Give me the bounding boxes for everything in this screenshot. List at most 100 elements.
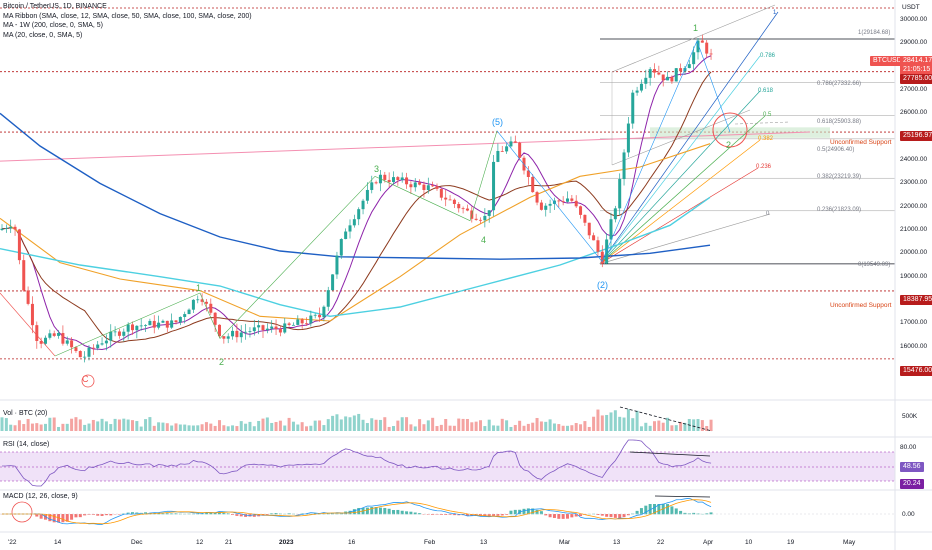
volume-bar <box>644 422 648 431</box>
ma-200-line <box>0 196 711 318</box>
candle-body <box>579 206 583 215</box>
candle-body <box>392 177 395 183</box>
volume-bar <box>291 421 295 431</box>
candle-body <box>609 219 613 240</box>
time-tick: May <box>843 539 856 546</box>
volume-bar <box>557 424 561 431</box>
volume-bar <box>674 425 678 431</box>
candle-body <box>200 299 204 302</box>
candle-body <box>426 185 430 190</box>
volume-bar <box>609 412 613 431</box>
volume-bar <box>596 409 600 431</box>
candle-body <box>239 332 243 338</box>
volume-bar <box>639 426 643 431</box>
candle-body <box>278 329 282 333</box>
volume-bar <box>39 424 43 431</box>
volume-bar <box>191 425 195 431</box>
fib-label-786: 0.786(27332.66) <box>817 81 862 87</box>
candle-body <box>283 323 287 333</box>
macd-circle <box>11 501 33 523</box>
candle-body <box>348 225 352 232</box>
volume-bar <box>522 425 526 431</box>
wave-c-circle <box>81 374 95 388</box>
volume-bar <box>231 425 235 431</box>
fib-fan-line <box>599 213 771 265</box>
volume-bar <box>513 424 517 431</box>
candle-body <box>78 351 82 358</box>
volume-bar <box>283 425 287 431</box>
macd-histogram-bar <box>39 514 43 519</box>
macd-histogram-bar <box>117 514 121 515</box>
volume-bar <box>400 417 404 431</box>
rsi-tick: 80.00 <box>900 444 917 451</box>
macd-histogram-bar <box>465 514 469 516</box>
fib-fan-lines <box>599 4 791 265</box>
fan-label-0: 0 <box>766 211 770 217</box>
macd-histogram-bar <box>639 508 643 515</box>
macd-histogram-bar <box>531 508 535 515</box>
volume-bar <box>661 422 665 431</box>
macd-histogram-bar <box>492 514 496 516</box>
ma-12-line <box>1 55 712 350</box>
wave-label-ii: (2) <box>597 280 608 290</box>
candle-body <box>592 235 596 241</box>
fib-fan-line <box>599 11 779 265</box>
volume-bar <box>35 423 39 431</box>
macd-histogram-bar <box>574 514 578 517</box>
candle-body <box>344 231 348 240</box>
volume-bar <box>200 424 204 431</box>
volume-bar <box>309 425 313 431</box>
macd-histogram-bar <box>439 514 443 515</box>
macd-histogram-bar <box>222 512 226 515</box>
candle-body <box>631 92 635 124</box>
volume-bar <box>344 416 348 431</box>
macd-histogram-bar <box>165 513 169 515</box>
macd-histogram-bar <box>144 512 148 515</box>
candle-body <box>474 218 478 220</box>
volume-bar <box>296 424 300 431</box>
volume-bar <box>305 426 308 431</box>
candle-body <box>231 330 235 337</box>
candle-body <box>409 184 413 188</box>
volume-bar <box>135 421 139 431</box>
candle-body <box>265 328 269 331</box>
candle-body <box>83 356 87 358</box>
macd-histogram-bar <box>209 512 213 515</box>
volume-bar <box>709 419 713 431</box>
candle-body <box>574 200 578 207</box>
volume-bar <box>131 420 134 431</box>
wave-path-blue <box>496 40 731 263</box>
volume-bar <box>461 418 465 431</box>
candle-body <box>661 74 665 81</box>
wave-label-4: 4 <box>481 235 487 245</box>
candle-body <box>157 322 161 328</box>
macd-histogram-bar <box>666 504 670 515</box>
macd-histogram-bar <box>557 514 561 519</box>
rsi-trend <box>629 451 711 457</box>
macd-histogram-bar <box>109 514 113 516</box>
volume-bar <box>161 422 165 431</box>
macd-histogram-bar <box>509 510 513 515</box>
candle-body <box>322 306 326 318</box>
candle-body <box>422 184 426 190</box>
candle-body <box>692 52 696 65</box>
macd-histogram-bar <box>626 514 630 516</box>
macd-histogram-bar <box>618 514 622 519</box>
long-trendline <box>0 131 811 162</box>
volume-trend <box>619 406 713 432</box>
candle-body <box>270 326 274 329</box>
macd-histogram-bar <box>392 510 395 515</box>
volume-bar <box>148 417 152 431</box>
time-tick: Feb <box>424 539 436 546</box>
macd-pane <box>0 495 895 525</box>
candle-body <box>587 222 591 236</box>
volume-bar <box>300 422 304 431</box>
macd-histogram-bar <box>609 514 613 518</box>
macd-histogram-bar <box>605 514 609 517</box>
macd-histogram-bar <box>413 512 417 515</box>
candle-body <box>670 76 674 82</box>
volume-bar <box>48 417 52 431</box>
macd-histogram-bar <box>405 511 409 515</box>
ma-100-line <box>0 143 711 322</box>
